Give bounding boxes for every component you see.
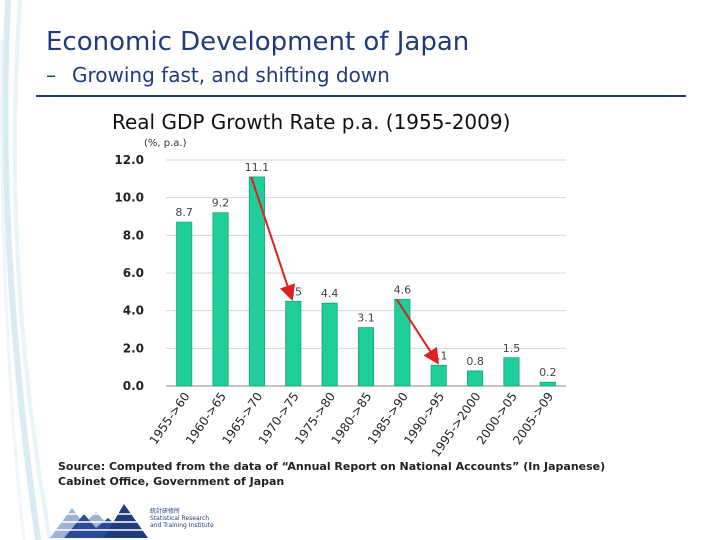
- data-label: 9.2: [212, 197, 230, 210]
- arrow-layer: [250, 176, 439, 365]
- institute-logo: [50, 504, 148, 538]
- trend-arrow: [250, 176, 296, 302]
- data-label: 8.7: [175, 206, 193, 219]
- y-tick-label: 2.0: [123, 341, 144, 355]
- y-unit-label: (%, p.a.): [144, 138, 187, 149]
- bar: [321, 302, 338, 387]
- bar-layer: [176, 176, 556, 387]
- bar: [430, 364, 447, 387]
- y-tick-label: 6.0: [123, 266, 144, 280]
- data-label: 4.4: [321, 287, 339, 300]
- bar: [539, 381, 556, 387]
- gdp-bar-chart: (%, p.a.)0.02.04.06.08.010.012.08.71955-…: [114, 138, 566, 460]
- title-divider: [36, 95, 686, 97]
- data-label: 0.2: [539, 366, 557, 379]
- source-line-1: Source: Computed from the data of “Annua…: [58, 460, 606, 473]
- chart-title: Real GDP Growth Rate p.a. (1955-2009): [112, 110, 511, 134]
- slide-title: Economic Development of Japan: [46, 27, 470, 57]
- source-line-2: Cabinet Office, Government of Japan: [58, 475, 285, 488]
- bar: [503, 357, 520, 387]
- y-tick-label: 10.0: [114, 191, 144, 205]
- y-tick-label: 0.0: [123, 379, 144, 393]
- bar: [467, 370, 484, 387]
- data-label: 3.1: [357, 312, 375, 325]
- bar: [176, 221, 193, 387]
- y-tick-label: 12.0: [114, 153, 144, 167]
- trend-arrow: [395, 298, 439, 365]
- bar: [357, 327, 375, 387]
- y-tick-label: 4.0: [123, 304, 144, 318]
- data-label: 11.1: [245, 161, 270, 174]
- subtitle-text: Growing fast, and shifting down: [72, 63, 390, 87]
- bar: [212, 212, 229, 387]
- bar: [248, 176, 265, 387]
- bar: [285, 300, 302, 387]
- data-label: 1.5: [503, 342, 521, 355]
- logo-text-en-1: Statistical Research: [150, 515, 210, 522]
- y-tick-label: 8.0: [123, 228, 144, 242]
- logo-text-jp: 統計研修所: [150, 508, 181, 515]
- slide-subtitle: – Growing fast, and shifting down: [46, 63, 390, 87]
- logo-text-en-2: and Training Institute: [150, 522, 214, 529]
- source-note: Source: Computed from the data of “Annua…: [58, 459, 605, 489]
- subtitle-dash: –: [46, 63, 56, 87]
- bar: [394, 298, 411, 387]
- logo-text: 統計研修所 Statistical Research and Training …: [150, 508, 214, 529]
- decorative-swoosh: [0, 0, 52, 540]
- data-label: 4.6: [394, 283, 412, 296]
- data-label: 0.8: [466, 355, 484, 368]
